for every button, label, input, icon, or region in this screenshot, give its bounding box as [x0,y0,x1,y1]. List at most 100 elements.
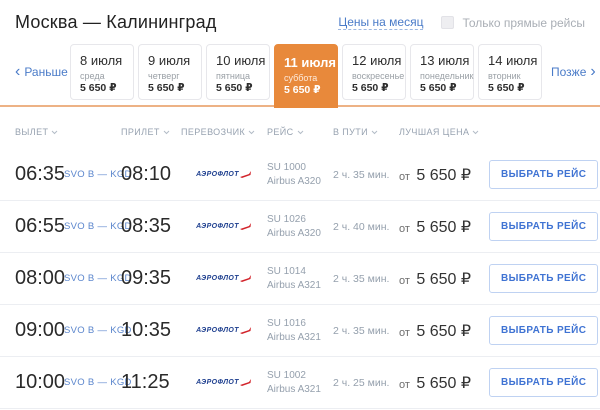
date-card[interactable]: 14 июля вторник 5 650 ₽ [478,44,542,100]
best-price: от 5 650 ₽ [399,217,489,237]
select-flight-button[interactable]: ВЫБРАТЬ РЕЙС [489,368,599,397]
date-card-list: 8 июля среда 5 650 ₽ 9 июля четверг 5 65… [70,43,542,108]
date-card-date: 13 июля [420,53,470,68]
flight-number: SU 1014 [267,265,306,277]
earlier-label: Раньше [24,65,68,79]
column-header[interactable]: РЕЙС [267,127,333,137]
date-card-price: 5 650 ₽ [216,82,253,94]
aeroflot-logo-text: АЭРОФЛОТ [196,379,239,386]
sort-chevron-icon [473,130,479,134]
chevron-right-icon: › [590,63,596,80]
flight-row: 10:00 SVO B — KGD 11:25 АЭРОФЛОТ SU 1002… [0,357,600,409]
aeroflot-logo-text: АЭРОФЛОТ [196,223,239,230]
sort-chevron-icon [248,130,255,134]
aeroflot-logo: АЭРОФЛОТ [181,378,267,387]
flight-info: SU 1014 Airbus A321 [267,265,333,293]
column-header-label: ВЫЛЕТ [15,127,49,137]
date-card-weekday: пятница [216,71,251,81]
sort-chevron-icon [297,130,303,134]
departure-time: 10:00 [15,371,66,393]
date-card[interactable]: 8 июля среда 5 650 ₽ [70,44,134,100]
select-flight-button[interactable]: ВЫБРАТЬ РЕЙС [489,316,599,345]
select-flight-cell: ВЫБРАТЬ РЕЙС [489,160,599,189]
column-header[interactable]: ПЕРЕВОЗЧИК [181,127,267,137]
date-card-date: 8 июля [80,53,123,68]
flight-number: SU 1002 [267,369,306,381]
direct-only-label: Только прямые рейсы [462,15,585,30]
duration: 2 ч. 35 мин. [333,272,390,285]
date-card-price: 5 650 ₽ [80,82,117,94]
date-card[interactable]: 11 июля суббота 5 650 ₽ [274,43,338,108]
column-header-label: ПЕРЕВОЗЧИК [181,127,246,137]
arrival-time: 08:35 [121,215,172,237]
aeroflot-logo: АЭРОФЛОТ [181,326,267,335]
column-header[interactable]: ВЫЛЕТ [15,127,64,137]
date-card-date: 9 июля [148,53,191,68]
chevron-left-icon: ‹ [15,63,21,80]
route-link[interactable]: SVO B — KGD [64,169,132,180]
column-header[interactable]: ЛУЧШАЯ ЦЕНА [399,127,489,137]
flight-info: SU 1000 Airbus A320 [267,161,333,189]
date-card-price: 5 650 ₽ [488,82,525,94]
select-flight-button[interactable]: ВЫБРАТЬ РЕЙС [489,212,599,241]
price-value: 5 650 ₽ [416,322,472,340]
route-link[interactable]: SVO B — KGD [64,273,132,284]
later-link[interactable]: Позже › [551,64,596,80]
aircraft-type: Airbus A320 [267,175,321,187]
date-card-weekday: вторник [488,71,521,81]
monthly-prices-link[interactable]: Цены на месяц [338,15,424,30]
column-header-label: РЕЙС [267,127,294,137]
earlier-link[interactable]: ‹ Раньше [15,64,70,80]
price-value: 5 650 ₽ [416,374,472,392]
aeroflot-wing-icon [239,378,251,386]
date-card-date: 10 июля [216,53,266,68]
duration: 2 ч. 40 мин. [333,220,390,233]
direct-only-toggle[interactable]: Только прямые рейсы [441,16,585,30]
date-card-weekday: среда [80,71,105,81]
date-card-price: 5 650 ₽ [284,83,321,96]
select-flight-cell: ВЫБРАТЬ РЕЙС [489,264,599,293]
departure-time: 06:55 [15,215,66,237]
column-header[interactable]: В ПУТИ [333,127,399,137]
date-card[interactable]: 10 июля пятница 5 650 ₽ [206,44,270,100]
direct-only-checkbox[interactable] [441,16,455,29]
aeroflot-logo-text: АЭРОФЛОТ [196,171,239,178]
date-card-price: 5 650 ₽ [352,82,389,94]
sort-chevron-icon [163,130,170,134]
column-header-label: ЛУЧШАЯ ЦЕНА [399,127,470,137]
aeroflot-logo-text: АЭРОФЛОТ [196,275,239,282]
select-flight-cell: ВЫБРАТЬ РЕЙС [489,212,599,241]
date-card-weekday: воскресенье [352,71,405,81]
date-card-price: 5 650 ₽ [420,82,457,94]
aircraft-type: Airbus A321 [267,383,321,395]
flight-row: 06:35 SVO B — KGD 08:10 АЭРОФЛОТ SU 1000… [0,149,600,201]
route-link[interactable]: SVO B — KGD [64,221,132,232]
price-prefix: от [399,274,410,287]
date-card-weekday: понедельник [420,71,474,81]
select-flight-button[interactable]: ВЫБРАТЬ РЕЙС [489,160,599,189]
select-flight-button[interactable]: ВЫБРАТЬ РЕЙС [489,264,599,293]
date-card[interactable]: 13 июля понедельник 5 650 ₽ [410,44,474,100]
date-card-price: 5 650 ₽ [148,82,185,94]
price-prefix: от [399,222,410,235]
flight-info: SU 1026 Airbus A320 [267,213,333,241]
duration: 2 ч. 25 мин. [333,376,390,389]
topbar-actions: Цены на месяц Только прямые рейсы [338,15,585,30]
best-price: от 5 650 ₽ [399,321,489,341]
date-card[interactable]: 12 июля воскресенье 5 650 ₽ [342,44,406,100]
route-link[interactable]: SVO B — KGD [64,377,132,388]
topbar: Москва — Калининград Цены на месяц Тольк… [0,0,600,39]
flight-row: 08:00 SVO B — KGD 09:35 АЭРОФЛОТ SU 1014… [0,253,600,305]
route-link[interactable]: SVO B — KGD [64,325,132,336]
date-card[interactable]: 9 июля четверг 5 650 ₽ [138,44,202,100]
column-header[interactable]: ПРИЛЕТ [121,127,181,137]
price-prefix: от [399,378,410,391]
sort-chevron-icon [371,130,378,134]
aeroflot-logo: АЭРОФЛОТ [181,170,267,179]
price-value: 5 650 ₽ [416,166,472,184]
flight-row: 09:00 SVO B — KGD 10:35 АЭРОФЛОТ SU 1016… [0,305,600,357]
aircraft-type: Airbus A320 [267,227,321,239]
arrival-time: 08:10 [121,163,172,185]
flights-table: 06:35 SVO B — KGD 08:10 АЭРОФЛОТ SU 1000… [0,149,600,409]
aeroflot-wing-icon [239,274,251,282]
